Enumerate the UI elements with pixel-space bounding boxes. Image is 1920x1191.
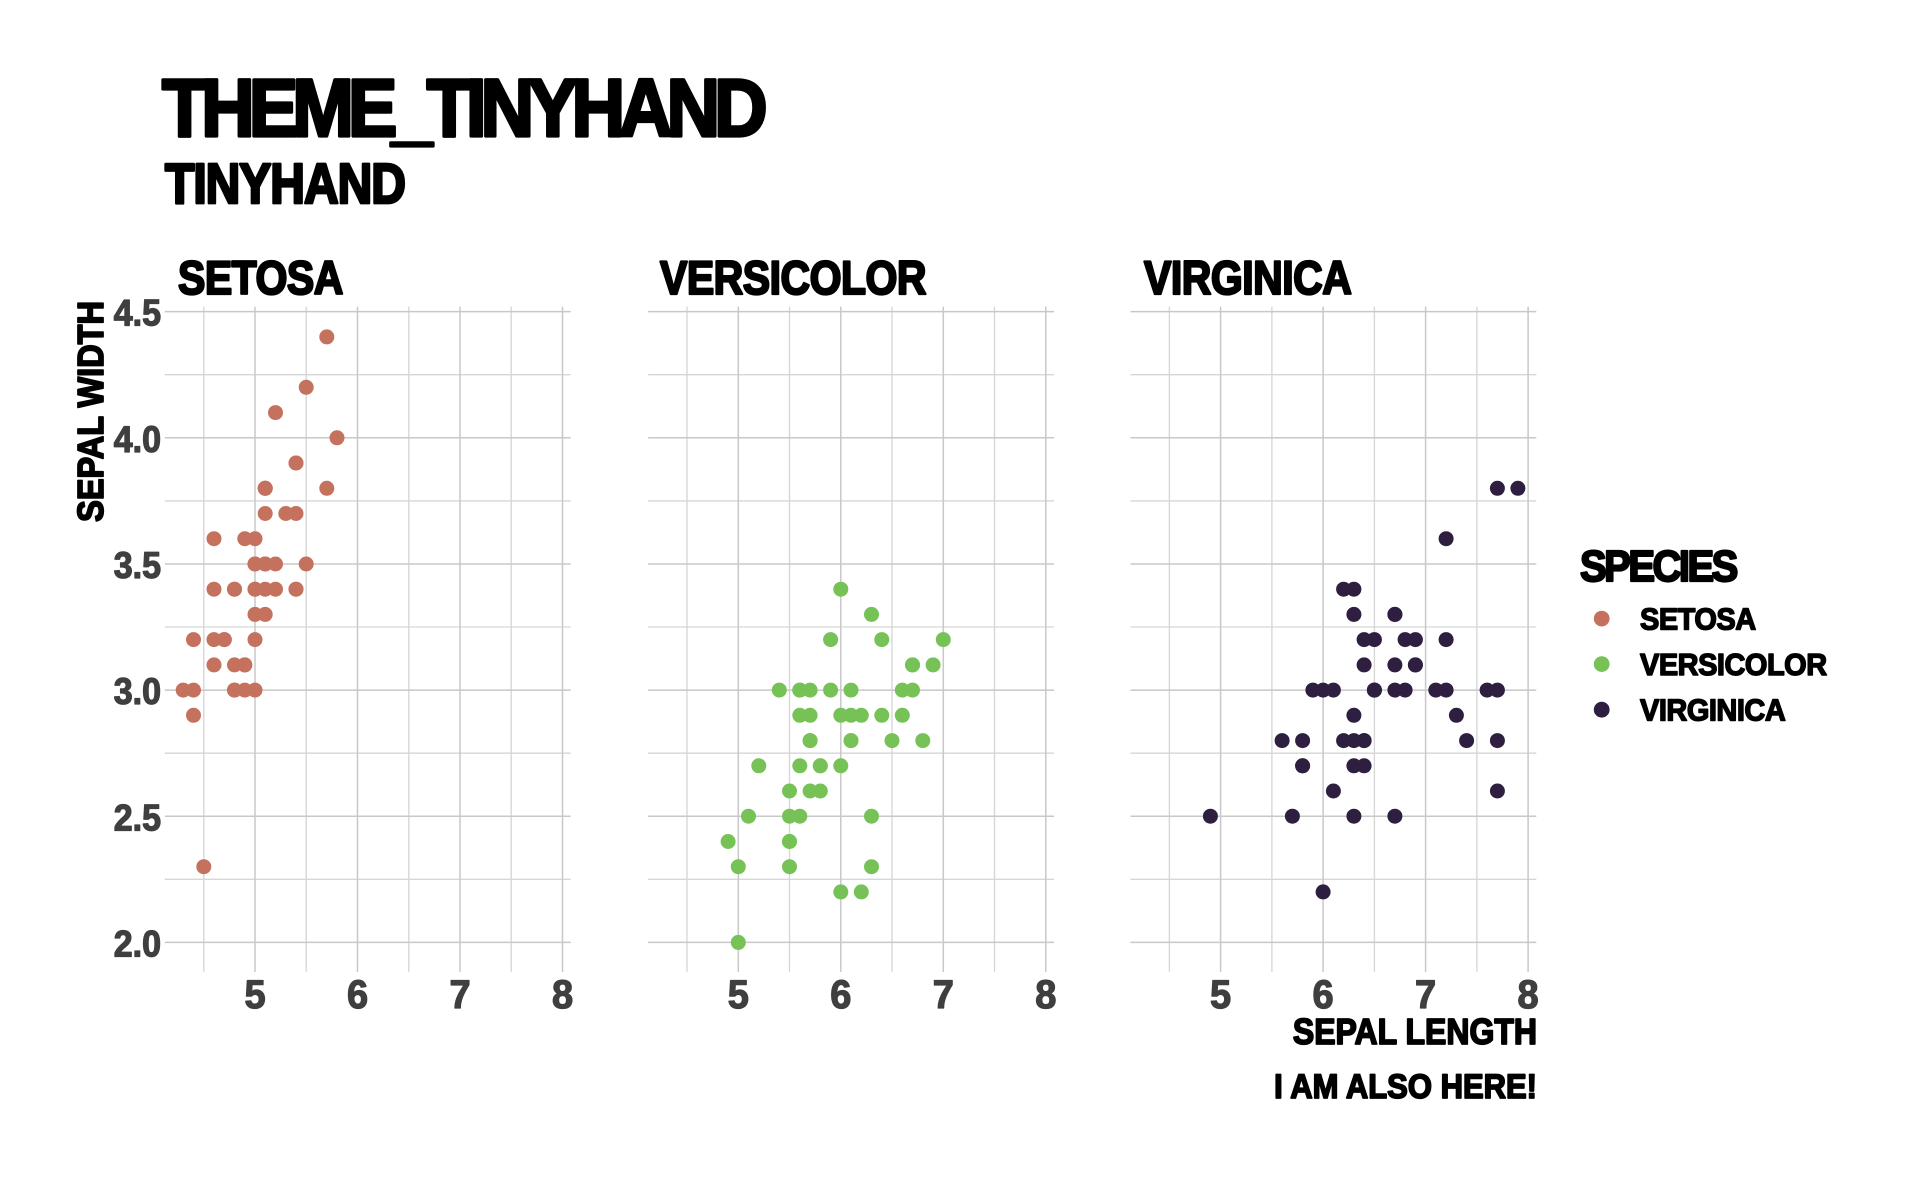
svg-text:VIRGINICA: VIRGINICA [1144, 252, 1351, 304]
svg-text:7: 7 [449, 973, 470, 1017]
svg-text:4.0: 4.0 [114, 420, 161, 460]
svg-text:SEPAL LENGTH: SEPAL LENGTH [1293, 1012, 1537, 1052]
svg-text:5: 5 [728, 973, 749, 1017]
svg-text:VIRGINICA: VIRGINICA [1640, 694, 1785, 728]
svg-text:I AM ALSO HERE!: I AM ALSO HERE! [1274, 1066, 1537, 1105]
svg-text:SEPAL WIDTH: SEPAL WIDTH [71, 301, 111, 522]
svg-text:SPECIES: SPECIES [1580, 541, 1737, 590]
svg-text:5: 5 [1210, 973, 1231, 1017]
svg-text:8: 8 [1518, 973, 1539, 1017]
svg-text:6: 6 [830, 973, 851, 1017]
svg-text:3.0: 3.0 [114, 672, 161, 712]
svg-text:5: 5 [244, 973, 265, 1017]
svg-text:VERSICOLOR: VERSICOLOR [1640, 648, 1827, 682]
svg-text:THEME_TINYHAND: THEME_TINYHAND [162, 64, 765, 154]
svg-text:8: 8 [552, 973, 573, 1017]
svg-text:2.0: 2.0 [114, 924, 161, 964]
svg-text:6: 6 [1313, 973, 1334, 1017]
svg-text:7: 7 [1415, 973, 1436, 1017]
svg-text:SETOSA: SETOSA [1640, 603, 1756, 637]
svg-text:VERSICOLOR: VERSICOLOR [660, 252, 926, 304]
svg-text:2.5: 2.5 [114, 798, 161, 838]
svg-text:TINYHAND: TINYHAND [165, 152, 405, 216]
svg-text:4.5: 4.5 [114, 293, 161, 333]
svg-text:7: 7 [933, 973, 954, 1017]
svg-text:8: 8 [1035, 973, 1056, 1017]
svg-text:SETOSA: SETOSA [178, 252, 343, 304]
svg-text:3.5: 3.5 [114, 546, 161, 586]
svg-text:6: 6 [347, 973, 368, 1017]
